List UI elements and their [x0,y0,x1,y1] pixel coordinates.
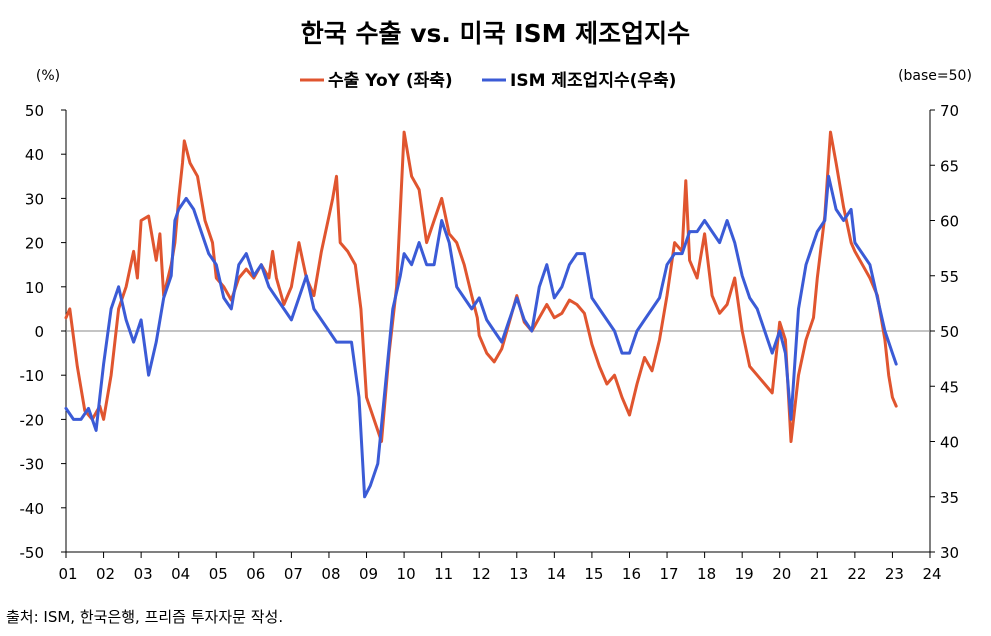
left-tick-label: 20 [25,235,44,253]
x-tick-label: 12 [472,565,491,583]
right-tick-label: 30 [940,544,959,562]
legend-label-ism: ISM 제조업지수(우축) [510,71,676,91]
x-tick-label: 10 [397,565,416,583]
x-tick-label: 08 [321,565,340,583]
right-axis-unit: (base=50) [898,68,972,84]
left-axis-unit: (%) [36,68,60,84]
series-line-ism [64,174,898,499]
x-tick-label: 15 [584,565,603,583]
left-tick-label: -40 [20,500,45,518]
x-tick-label: 21 [810,565,829,583]
x-tick-label: 07 [284,565,303,583]
right-tick-label: 60 [940,213,959,231]
left-tick-label: -20 [20,411,45,429]
x-tick-label: 01 [58,565,77,583]
x-tick-label: 05 [209,565,228,583]
right-tick-label: 70 [940,102,959,120]
left-tick-label: 40 [25,146,44,164]
x-tick-label: 19 [735,565,754,583]
x-tick-label: 11 [434,565,453,583]
left-tick-label: 30 [25,190,44,208]
right-tick-label: 40 [940,434,959,452]
chart-title: 한국 수출 vs. 미국 ISM 제조업지수 [300,19,691,48]
left-tick-label: -30 [20,456,45,474]
x-tick-label: 06 [246,565,265,583]
x-tick-label: 22 [847,565,866,583]
x-tick-label: 13 [509,565,528,583]
x-tick-label: 03 [134,565,153,583]
left-tick-label: 10 [25,279,44,297]
x-tick-label: 02 [96,565,115,583]
axes-group: -50-40-30-20-100102030405030354045505560… [20,68,972,583]
left-tick-label: 50 [25,102,44,120]
left-tick-label: -50 [20,544,45,562]
left-tick-label: -10 [20,367,45,385]
legend-label-export: 수출 YoY (좌축) [328,71,453,91]
right-tick-label: 45 [940,378,959,396]
x-tick-label: 14 [547,565,566,583]
series-line-export [64,130,898,443]
right-tick-label: 35 [940,489,959,507]
source-note: 출처: ISM, 한국은행, 프리즘 투자자문 작성. [6,608,284,626]
legend: 수출 YoY (좌축) ISM 제조업지수(우축) [300,71,676,91]
x-tick-label: 18 [697,565,716,583]
right-tick-label: 50 [940,323,959,341]
right-tick-label: 65 [940,157,959,175]
x-tick-label: 20 [772,565,791,583]
plot-lines [64,130,898,499]
x-tick-label: 04 [171,565,190,583]
right-tick-label: 55 [940,268,959,286]
x-tick-label: 17 [659,565,678,583]
x-tick-label: 24 [922,565,941,583]
left-tick-label: 0 [34,323,44,341]
x-tick-label: 23 [885,565,904,583]
x-tick-label: 09 [359,565,378,583]
x-tick-label: 16 [622,565,641,583]
